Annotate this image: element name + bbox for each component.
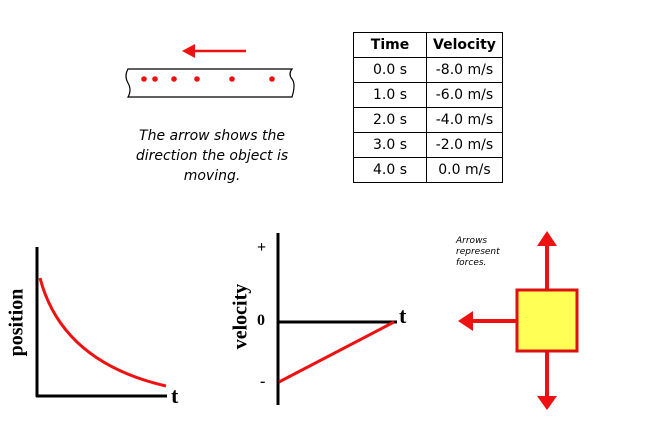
time-cell: 0.0 s bbox=[353, 57, 427, 83]
time-cell: 3.0 s bbox=[353, 132, 427, 158]
table-row: 1.0 s -6.0 m/s bbox=[353, 82, 503, 108]
velocity-plus-label: + bbox=[257, 239, 267, 256]
velocity-cell: -4.0 m/s bbox=[426, 107, 503, 133]
table-row: 3.0 s -2.0 m/s bbox=[353, 132, 503, 158]
velocity-header: Velocity bbox=[426, 32, 503, 58]
position-ylabel: position bbox=[5, 288, 28, 357]
position-graph bbox=[35, 247, 167, 398]
object-box bbox=[515, 288, 579, 353]
motion-caption: The arrow shows the direction the object… bbox=[135, 128, 289, 184]
table-row: 0.0 s -8.0 m/s bbox=[353, 57, 503, 83]
velocity-ylabel: velocity bbox=[229, 283, 252, 350]
velocity-cell: 0.0 m/s bbox=[426, 157, 503, 183]
force-note: Arrows represent forces. bbox=[456, 236, 500, 268]
velocity-zero-label: 0 bbox=[257, 312, 265, 329]
time-header: Time bbox=[353, 32, 427, 58]
force-diagram bbox=[458, 231, 579, 410]
time-cell: 1.0 s bbox=[353, 82, 427, 108]
velocity-table: Time Velocity 0.0 s -8.0 m/s 1.0 s -6.0 … bbox=[353, 32, 503, 183]
motion-arrow bbox=[182, 44, 246, 58]
tape-dot bbox=[152, 76, 158, 82]
tape-dot bbox=[194, 76, 200, 82]
ticker-tape bbox=[125, 68, 295, 98]
velocity-graph bbox=[276, 233, 397, 405]
velocity-cell: -6.0 m/s bbox=[426, 82, 503, 108]
tape-dot bbox=[229, 76, 235, 82]
tape-dot bbox=[171, 76, 177, 82]
velocity-minus-label: - bbox=[260, 373, 266, 390]
time-cell: 2.0 s bbox=[353, 107, 427, 133]
position-curve bbox=[38, 277, 167, 388]
up-force-arrow bbox=[537, 231, 557, 246]
tape-dot bbox=[269, 76, 275, 82]
down-force-arrow bbox=[537, 396, 557, 410]
table-row: 4.0 s 0.0 m/s bbox=[353, 157, 503, 183]
position-xlabel: t bbox=[171, 383, 179, 408]
tape-dots bbox=[141, 76, 275, 82]
velocity-cell: -8.0 m/s bbox=[426, 57, 503, 83]
velocity-xlabel: t bbox=[399, 303, 407, 328]
velocity-line bbox=[278, 320, 395, 384]
time-cell: 4.0 s bbox=[353, 157, 427, 183]
left-force-arrow bbox=[458, 311, 473, 331]
tape-dot bbox=[141, 76, 147, 82]
table-row: 2.0 s -4.0 m/s bbox=[353, 107, 503, 133]
velocity-cell: -2.0 m/s bbox=[426, 132, 503, 158]
